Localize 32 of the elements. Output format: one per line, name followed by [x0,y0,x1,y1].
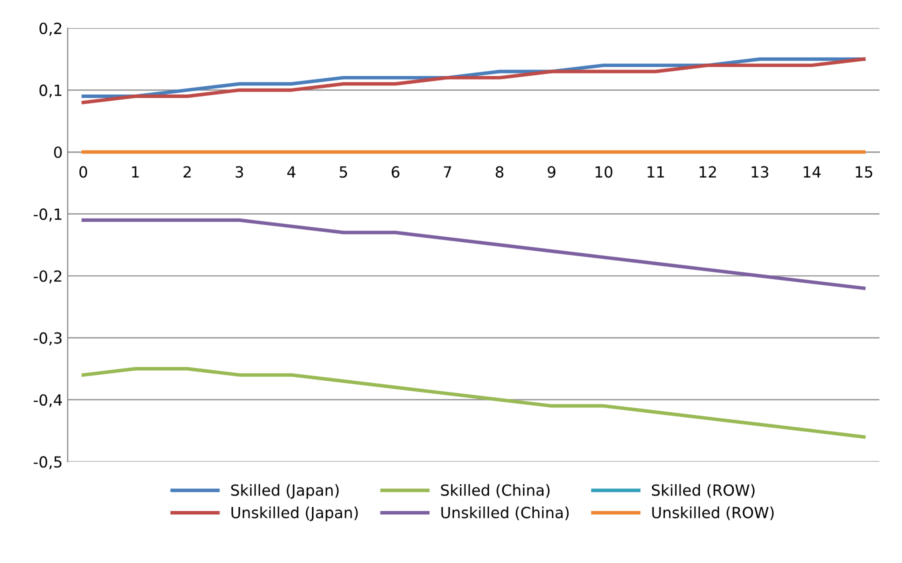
y-tick-label: -0,4 [34,394,62,408]
x-tick-label: 15 [856,166,872,178]
y-tick-label: 0,1 [40,84,62,98]
x-tick-label: 9 [548,166,556,178]
y-tick-label: -0,2 [34,270,62,284]
line-series [82,367,866,439]
y-tick-label: 0 [54,146,62,158]
legend-label: Skilled (China) [441,484,550,498]
legend-label: Skilled (Japan) [231,484,339,499]
x-tick-label: 1 [132,166,139,178]
x-tick-label: 13 [752,166,768,178]
x-tick-label: 4 [287,166,296,178]
x-tick-label: 7 [444,166,452,178]
x-tick-label: 2 [184,166,191,178]
x-tick-label: 12 [700,166,716,178]
y-tick-label: -0,1 [34,208,62,222]
legend-label: Skilled (ROW) [652,484,755,498]
legend-label: Unskilled (Japan) [232,506,358,522]
x-tick-label: 5 [340,166,347,178]
x-tick-label: 3 [236,166,244,178]
line-series [82,218,866,290]
y-tick-label: 0,2 [40,22,62,36]
legend-label: Unskilled (ROW) [652,506,774,520]
x-tick-label: 10 [596,166,612,178]
x-tick-label: 6 [392,166,400,178]
x-tick-label: 0 [79,166,88,178]
y-tick-label: -0,3 [34,332,62,346]
y-tick-label: -0,5 [34,456,62,470]
x-tick-label: 8 [496,166,504,178]
legend-label: Unskilled (China) [441,506,569,520]
x-tick-label: 11 [648,166,664,178]
x-tick-label: 14 [804,166,821,178]
